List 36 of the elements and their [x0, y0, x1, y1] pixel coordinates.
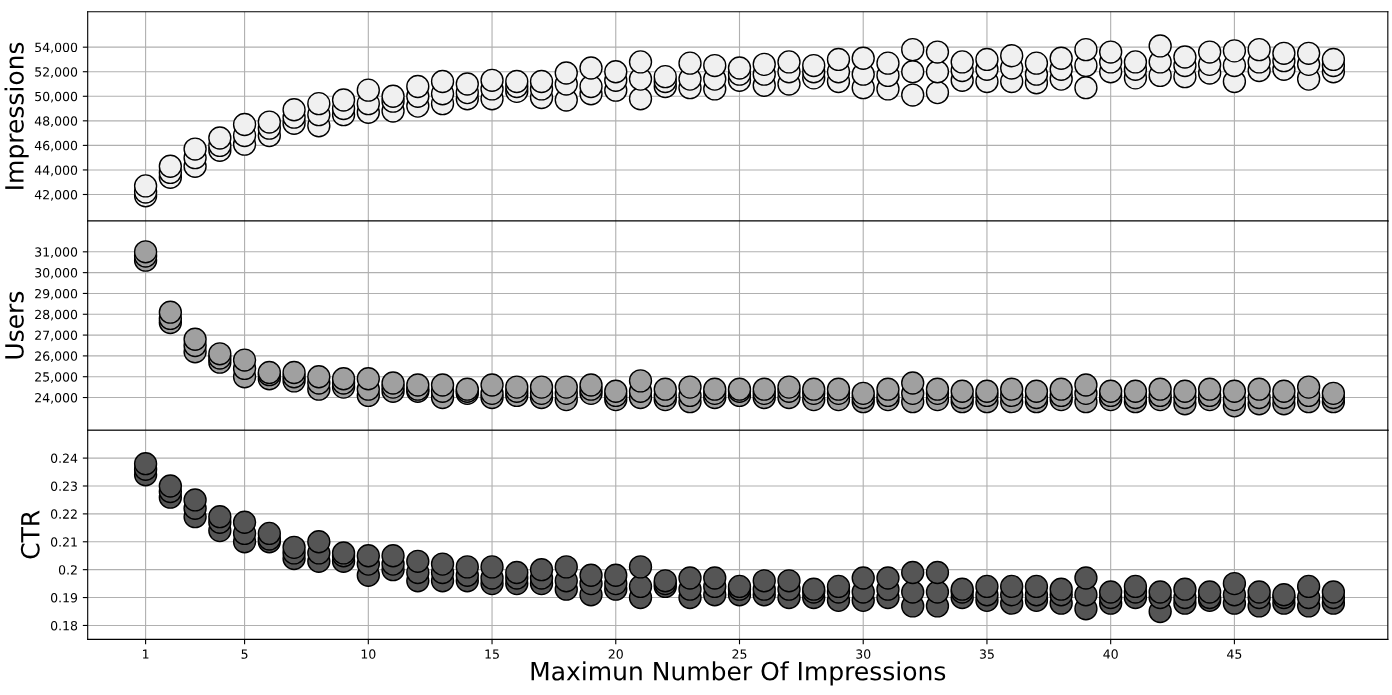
- y-tick-label: 25,000: [35, 372, 78, 383]
- y-tick-label: 26,000: [35, 351, 78, 363]
- x-tick-label: 35: [979, 649, 994, 659]
- x-tick-label: 15: [485, 649, 499, 659]
- y-tick-label: 29,000: [35, 288, 78, 300]
- x-tick-label: 25: [732, 649, 747, 659]
- y-tick-label: 28,000: [35, 309, 78, 321]
- y-tick-label: 54,000: [35, 42, 78, 54]
- y-tick-label: 0.24: [50, 453, 78, 464]
- x-tick-label: 40: [1103, 649, 1118, 659]
- x-tick-label: 5: [241, 649, 248, 659]
- x-tick-label: 30: [856, 649, 871, 659]
- y-tick-label: 0.18: [50, 620, 78, 631]
- y-tick-label: 27,000: [35, 330, 78, 342]
- y-tick-label: 42,000: [34, 189, 78, 201]
- y-tick-label: 0.2: [58, 565, 77, 575]
- y-axis-title: CTR: [20, 510, 40, 559]
- y-tick-label: 46,000: [34, 140, 78, 152]
- y-axis-title: Users: [5, 291, 24, 359]
- y-tick-label: 24,000: [35, 393, 78, 404]
- y-tick-label: 0.19: [50, 593, 78, 603]
- y-tick-label: 48,000: [34, 116, 78, 128]
- x-tick-label: 1: [143, 649, 149, 659]
- y-tick-label: 52,000: [35, 67, 78, 78]
- y-tick-label: 0.22: [50, 509, 77, 519]
- y-tick-label: 30,000: [35, 268, 78, 279]
- y-axis-title: Impressions: [4, 42, 29, 189]
- y-tick-label: 50,000: [35, 91, 78, 103]
- x-tick-label: 20: [608, 649, 623, 659]
- y-tick-label: 0.23: [50, 481, 77, 491]
- y-tick-label: 44,000: [34, 165, 78, 177]
- y-tick-label: 0.21: [50, 537, 77, 547]
- x-tick-label: 10: [361, 649, 376, 659]
- x-tick-label: 45: [1227, 649, 1242, 659]
- y-tick-label: 31,000: [35, 247, 78, 259]
- x-axis-title: Maximun Number Of Impressions: [531, 661, 946, 686]
